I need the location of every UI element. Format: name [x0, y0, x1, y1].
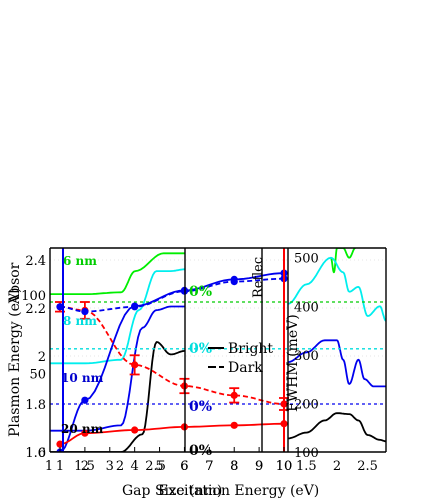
reflection-point-1-4: [230, 421, 238, 429]
gap-tick-label-9: 10: [276, 459, 293, 474]
reflection-y-axis-title: Reflec: [251, 257, 266, 298]
excitation-tick-label-3: 2.5: [145, 459, 166, 474]
legend-label-dark: Dark: [228, 360, 263, 376]
fwhm-tick-label-2: 300: [294, 349, 319, 364]
fwhm-tick-label-3: 400: [294, 300, 319, 315]
gap-tick-label-6: 7: [205, 459, 213, 474]
reflection-x-tick-label-0: 6: [180, 459, 188, 474]
plasmon-point-1-2: [131, 303, 139, 311]
legend-label-bright: Bright: [228, 341, 273, 357]
reflection-x-tick-label-2: 8: [230, 459, 238, 474]
fwhm-x-tick-label-2: 2.5: [357, 459, 378, 474]
fwhm-x-tick-label-0: 1.5: [296, 459, 317, 474]
gap-tick-label-0: 1: [56, 459, 64, 474]
gap-tick-label-1: 2: [81, 459, 89, 474]
reflection-point-1-2: [131, 426, 139, 434]
percent-label-black: 0%: [189, 443, 212, 459]
gap-tick-label-4: 5: [155, 459, 163, 474]
fwhm-tick-label-1: 200: [294, 397, 319, 412]
annotation-20nm: 20 nm: [61, 422, 104, 436]
reflection-point-1-0: [56, 440, 64, 448]
annotation-10nm: 10 nm: [61, 371, 104, 385]
reflection-tick-label-1: 50: [29, 368, 46, 383]
gap-tick-label-3: 4: [131, 459, 139, 474]
excitation-tick-label-1: 1.5: [74, 459, 95, 474]
reflection-x-tick-label-1: 7: [205, 459, 213, 474]
plasmon-point-1-4: [230, 278, 238, 286]
reflection-point-0-1: [81, 396, 89, 404]
main-y-axis-title: Plasmon Energy (eV): [7, 288, 23, 437]
plasmon-tick-label-0: 1.6: [25, 446, 46, 461]
annotation-6nm: 6 nm: [63, 254, 97, 268]
plasmon-point-0-4: [230, 391, 238, 399]
plasmon-tick-label-2: 2: [38, 350, 46, 365]
reflection-x-tick-label-3: 9: [255, 459, 263, 474]
annotation-8nm: 8 nm: [63, 314, 97, 328]
spectrum-x-axis-title: Excitation Energy (eV): [158, 483, 319, 499]
fwhm-x-tick-label-1: 2: [333, 459, 341, 474]
reflection-tick-label-0: 0: [38, 446, 46, 461]
percent-label-blue: 0%: [189, 399, 212, 415]
absorption-curve-0: [50, 252, 185, 296]
absorption-y-axis-title: Absor: [7, 262, 23, 305]
reflection-tick-label-2: 100: [21, 289, 46, 304]
plasmon-tick-label-3: 2.2: [25, 302, 46, 317]
gap-tick-label-5: 6: [180, 459, 188, 474]
reflection-x-tick-label-4: 10: [276, 459, 293, 474]
gap-tick-label-7: 8: [230, 459, 238, 474]
reflection-line-1: [59, 422, 284, 446]
absorption-curve-1: [50, 268, 185, 365]
fwhm-curve-1: [287, 256, 386, 322]
reflection-point-1-1: [81, 429, 89, 437]
plot-frames: [49, 247, 387, 453]
fwhm-y-axis-title: FWHM (meV): [285, 314, 301, 412]
fwhm-tick-label-4: 500: [294, 252, 319, 267]
plasmon-point-0-2: [131, 361, 139, 369]
fwhm-curve-3: [287, 412, 386, 443]
gap-tick-label-8: 9: [255, 459, 263, 474]
plasmon-point-1-0: [56, 303, 64, 311]
absorption-curve-3: [50, 341, 186, 452]
fwhm-curve-2: [287, 339, 386, 388]
main-x-axis-title: Gap Size (nm): [122, 483, 222, 499]
legend: Bright Dark: [208, 341, 273, 376]
reflection-line-0: [59, 272, 285, 452]
plasmon-tick-label-1: 1.8: [25, 398, 46, 413]
plasmon-line-0: [59, 305, 285, 405]
plasmon-line-1: [59, 277, 285, 313]
fwhm-curve-0: [330, 248, 356, 274]
fwhm-tick-label-0: 100: [294, 446, 319, 461]
gap-tick-label-2: 3: [106, 459, 114, 474]
excitation-tick-label-0: 1: [45, 459, 53, 474]
plasmon-point-1-1: [81, 308, 89, 316]
plasmon-tick-label-4: 2.4: [25, 254, 46, 269]
percent-label-cyan: 0%: [189, 341, 212, 357]
excitation-tick-label-2: 2: [116, 459, 124, 474]
percent-label-green: 0%: [189, 284, 212, 300]
